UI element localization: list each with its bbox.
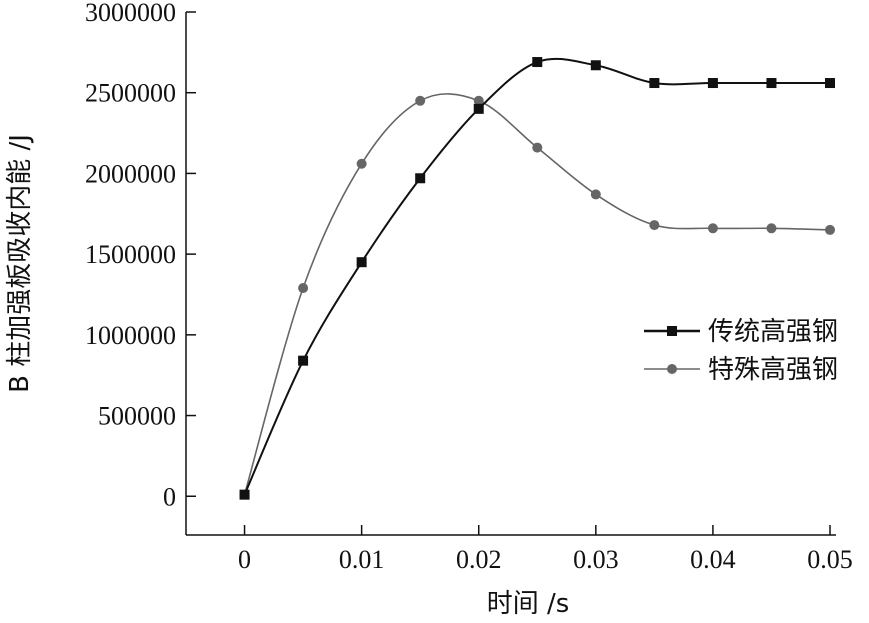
data-point: [473, 95, 484, 106]
data-point: [707, 223, 718, 234]
legend-label: 传统高强钢: [708, 317, 838, 347]
data-point: [473, 103, 484, 114]
series-line: [243, 57, 830, 496]
data-point: [532, 57, 543, 68]
data-point: [532, 142, 543, 153]
y-axis-title: B 柱加强板吸收内能 /J: [5, 134, 35, 393]
data-point: [239, 489, 250, 500]
data-point: [825, 78, 835, 89]
data-point: [766, 223, 777, 234]
data-point: [649, 78, 660, 89]
x-tick-label: 0.05: [807, 545, 853, 574]
y-tick-label: 1000000: [85, 321, 176, 350]
data-point: [415, 95, 426, 106]
y-tick-label: 0: [163, 482, 176, 511]
data-point: [766, 78, 777, 89]
series-1: [239, 57, 835, 500]
y-tick-label: 3000000: [85, 0, 176, 27]
axes: [185, 12, 836, 536]
y-ticks: 0 500000 1000000 1500000 2000000 2500000 30000…: [85, 0, 196, 511]
data-point: [590, 189, 601, 200]
legend-label: 特殊高强钢: [708, 355, 838, 385]
legend-marker: [667, 364, 677, 374]
legend-marker: [667, 326, 677, 336]
data-point: [825, 224, 835, 235]
data-point: [415, 173, 426, 184]
x-tick-label: 0.02: [456, 545, 502, 574]
x-ticks: 0 0.01 0.02 0.03 0.04 0.05: [238, 525, 853, 574]
data-point: [356, 257, 367, 268]
data-point: [590, 60, 601, 71]
data-point: [298, 355, 309, 366]
y-tick-label: 1500000: [85, 240, 176, 269]
x-tick-label: 0: [238, 545, 251, 574]
series-line: [243, 93, 831, 495]
data-point: [356, 158, 367, 169]
data-point: [707, 78, 718, 89]
data-point: [649, 220, 660, 231]
legend-entry: 传统高强钢: [644, 317, 838, 347]
y-tick-label: 2000000: [85, 159, 176, 188]
data-point: [298, 283, 309, 294]
x-tick-label: 0.03: [573, 545, 619, 574]
legend-entry: 特殊高强钢: [644, 355, 838, 385]
x-tick-label: 0.01: [339, 545, 385, 574]
y-tick-label: 2500000: [85, 79, 176, 108]
y-tick-label: 500000: [98, 402, 176, 431]
series-2: [239, 93, 835, 500]
series-layer: [239, 57, 835, 500]
x-axis-title: 时间 /s: [487, 589, 570, 619]
x-tick-label: 0.04: [690, 545, 736, 574]
